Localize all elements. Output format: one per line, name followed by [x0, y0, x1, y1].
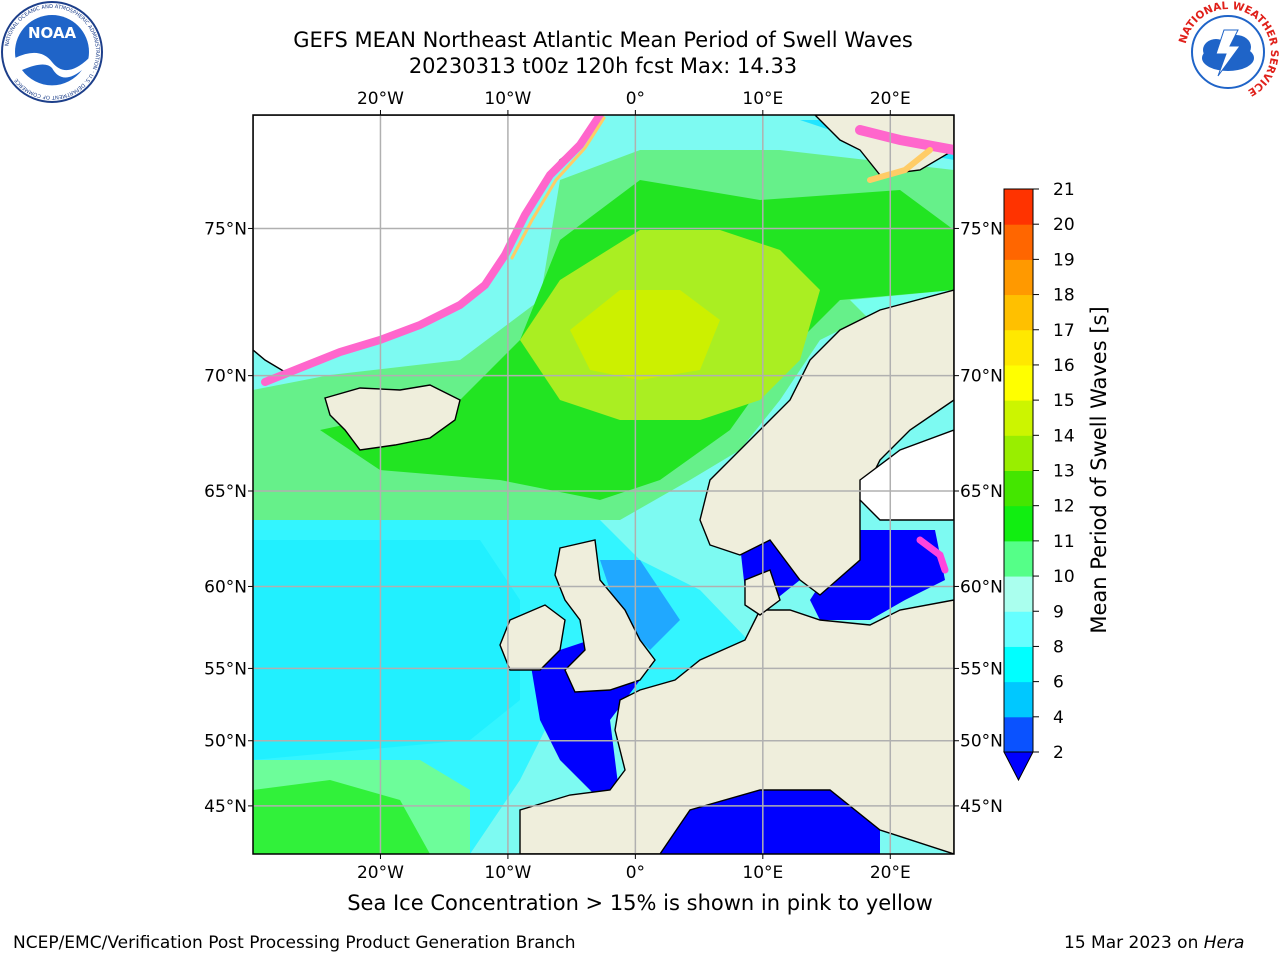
colorbar-tick-label: 19: [1053, 250, 1075, 270]
colorbar-swatch: [1004, 611, 1033, 647]
chart-subtitle: 20230313 t00z 120h fcst Max: 14.33: [408, 54, 798, 78]
lon-label-bottom: 20°E: [870, 863, 911, 883]
colorbar-extend-arrow: [1003, 751, 1034, 782]
greenland-ice-edge-inner: [510, 116, 606, 260]
colorbar-label: Mean Period of Swell Waves [s]: [1087, 306, 1111, 633]
colorbar-tick-label: 6: [1053, 673, 1064, 693]
lat-label-right: 65°N: [960, 482, 1003, 502]
finland-ice: [859, 429, 954, 521]
colorbar-tick-label: 17: [1053, 321, 1075, 341]
colorbar-tick-label: 9: [1053, 602, 1064, 622]
colorbar-swatch: [1004, 259, 1033, 296]
credit-text: NCEP/EMC/Verification Post Processing Pr…: [13, 933, 576, 953]
swell-region-north-sea: [600, 560, 680, 650]
colorbar-tick-label: 2: [1053, 743, 1064, 763]
colorbar-tick-label: 21: [1053, 180, 1075, 200]
lat-label-right: 45°N: [960, 797, 1003, 817]
lon-label-top: 0°: [626, 89, 645, 109]
graticule: [253, 115, 954, 854]
swell-region-green-south-2: [253, 780, 430, 854]
date-note: 15 Mar 2023 on Hera: [1064, 933, 1244, 953]
colorbar-tick-label: 18: [1053, 286, 1075, 306]
colorbar-tick-label: 14: [1053, 426, 1075, 446]
lon-label-bottom: 20°W: [357, 863, 404, 883]
machine-name: Hera: [1203, 933, 1245, 953]
colorbar-tick-label: 20: [1053, 215, 1075, 235]
lat-label-right: 55°N: [960, 659, 1003, 679]
colorbar-tick-label: 8: [1053, 637, 1064, 657]
colorbar-swatch: [1004, 540, 1033, 577]
lat-label-left: 45°N: [204, 797, 247, 817]
lon-label-top: 10°W: [484, 89, 531, 109]
colorbar-tick-label: 15: [1053, 391, 1075, 411]
lon-label-bottom: 0°: [626, 863, 645, 883]
ireland: [499, 604, 566, 671]
colorbar-swatch: [1004, 716, 1033, 753]
colorbar-tick-label: 16: [1053, 356, 1075, 376]
noaa-logo-text: NOAA: [28, 24, 77, 42]
graticule-labels: 20°W 20°W 10°W 10°W 0° 0° 10°E 10°E 20°E 20°E 75°N…: [204, 89, 1003, 883]
lat-label-left: 55°N: [204, 659, 247, 679]
map-area: [253, 115, 954, 854]
colorbar: 2 4 6 8 9 10 11 12 13 14 15 16 17 18 19 20 21: [1003, 180, 1075, 782]
colorbar-swatch: [1004, 576, 1033, 612]
lat-label-left: 65°N: [204, 482, 247, 502]
iceland: [324, 384, 461, 451]
sea-ice-edges: [261, 115, 954, 574]
lon-label-bottom: 10°E: [742, 863, 783, 883]
colorbar-swatch: [1004, 224, 1033, 260]
colorbar-tick-label: 11: [1053, 532, 1075, 552]
colorbar-swatch: [1004, 646, 1033, 683]
chart-title: GEFS MEAN Northeast Atlantic Mean Period…: [293, 28, 913, 52]
colorbar-swatch: [1004, 400, 1033, 436]
great-britain: [554, 539, 656, 693]
lon-label-bottom: 10°W: [484, 863, 531, 883]
colorbar-swatch: [1004, 364, 1033, 401]
lat-label-left: 50°N: [204, 732, 247, 752]
lat-label-left: 70°N: [204, 367, 247, 387]
lat-label-right: 50°N: [960, 732, 1003, 752]
colorbar-tick-label: 13: [1053, 462, 1075, 482]
colorbar-swatch: [1004, 470, 1033, 507]
colorbar-swatch: [1004, 435, 1033, 471]
greenland-ice-edge: [261, 115, 604, 386]
barents-ice-edge: [867, 147, 933, 183]
lat-label-right: 60°N: [960, 577, 1003, 597]
sea-ice-note: Sea Ice Concentration > 15% is shown in …: [347, 891, 933, 915]
colorbar-swatch: [1004, 505, 1033, 542]
noaa-logo: NOAA NATIONAL OCEANIC AND ATMOSPHERIC AD…: [1, 1, 103, 103]
colorbar-tick-label: 10: [1053, 567, 1075, 587]
colorbar-swatch: [1004, 681, 1033, 718]
lon-label-top: 20°W: [357, 89, 404, 109]
lat-label-right: 70°N: [960, 367, 1003, 387]
lat-label-left: 60°N: [204, 577, 247, 597]
swell-region-yellow: [570, 290, 720, 380]
lat-label-right: 75°N: [960, 219, 1003, 239]
colorbar-swatch: [1004, 189, 1033, 225]
nws-logo: NATIONAL WEATHER SERVICE: [1177, 0, 1280, 102]
colorbar-swatch: [1004, 294, 1033, 331]
colorbar-tick-label: 4: [1053, 708, 1064, 728]
svalbard-ice-edge: [855, 125, 954, 155]
lon-label-top: 20°E: [870, 89, 911, 109]
lon-label-top: 10°E: [742, 89, 783, 109]
map-frame: [252, 114, 955, 855]
bothnia-ice-edge: [916, 536, 949, 574]
continental-europe: [519, 599, 954, 854]
colorbar-tick-label: 12: [1053, 497, 1075, 517]
date-text: 15 Mar 2023 on: [1064, 933, 1204, 953]
swell-region-cyan-2: [253, 540, 520, 760]
lat-label-left: 75°N: [204, 219, 247, 239]
colorbar-swatch: [1004, 329, 1033, 366]
